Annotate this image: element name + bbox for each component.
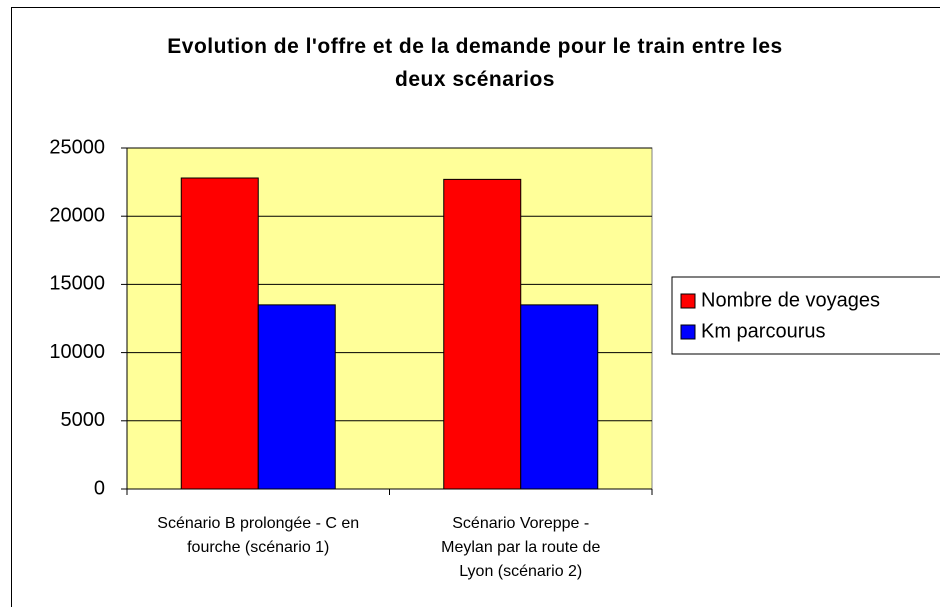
chart-title: Evolution de l'offre et de la demande po… xyxy=(167,35,783,91)
legend xyxy=(671,276,940,355)
bar xyxy=(443,178,522,490)
bar xyxy=(520,304,599,490)
legend-label: Nombre de voyages xyxy=(701,289,880,311)
bar xyxy=(257,304,336,490)
y-tick-label: 0 xyxy=(94,477,105,499)
y-tick-label: 10000 xyxy=(49,341,105,363)
x-tick-label: Scénario Voreppe - Meylan par la route d… xyxy=(441,515,601,580)
legend-swatch xyxy=(680,293,696,309)
legend-swatch xyxy=(680,324,696,340)
legend-label: Km parcourus xyxy=(701,320,826,342)
x-tick-label: Scénario B prolongée - C en fourche (scé… xyxy=(157,515,360,556)
y-tick-label: 15000 xyxy=(49,273,105,295)
y-tick-label: 25000 xyxy=(49,136,105,158)
y-tick-label: 20000 xyxy=(49,204,105,226)
y-tick-label: 5000 xyxy=(61,409,106,431)
bar xyxy=(180,177,259,490)
chart-frame xyxy=(11,7,940,607)
